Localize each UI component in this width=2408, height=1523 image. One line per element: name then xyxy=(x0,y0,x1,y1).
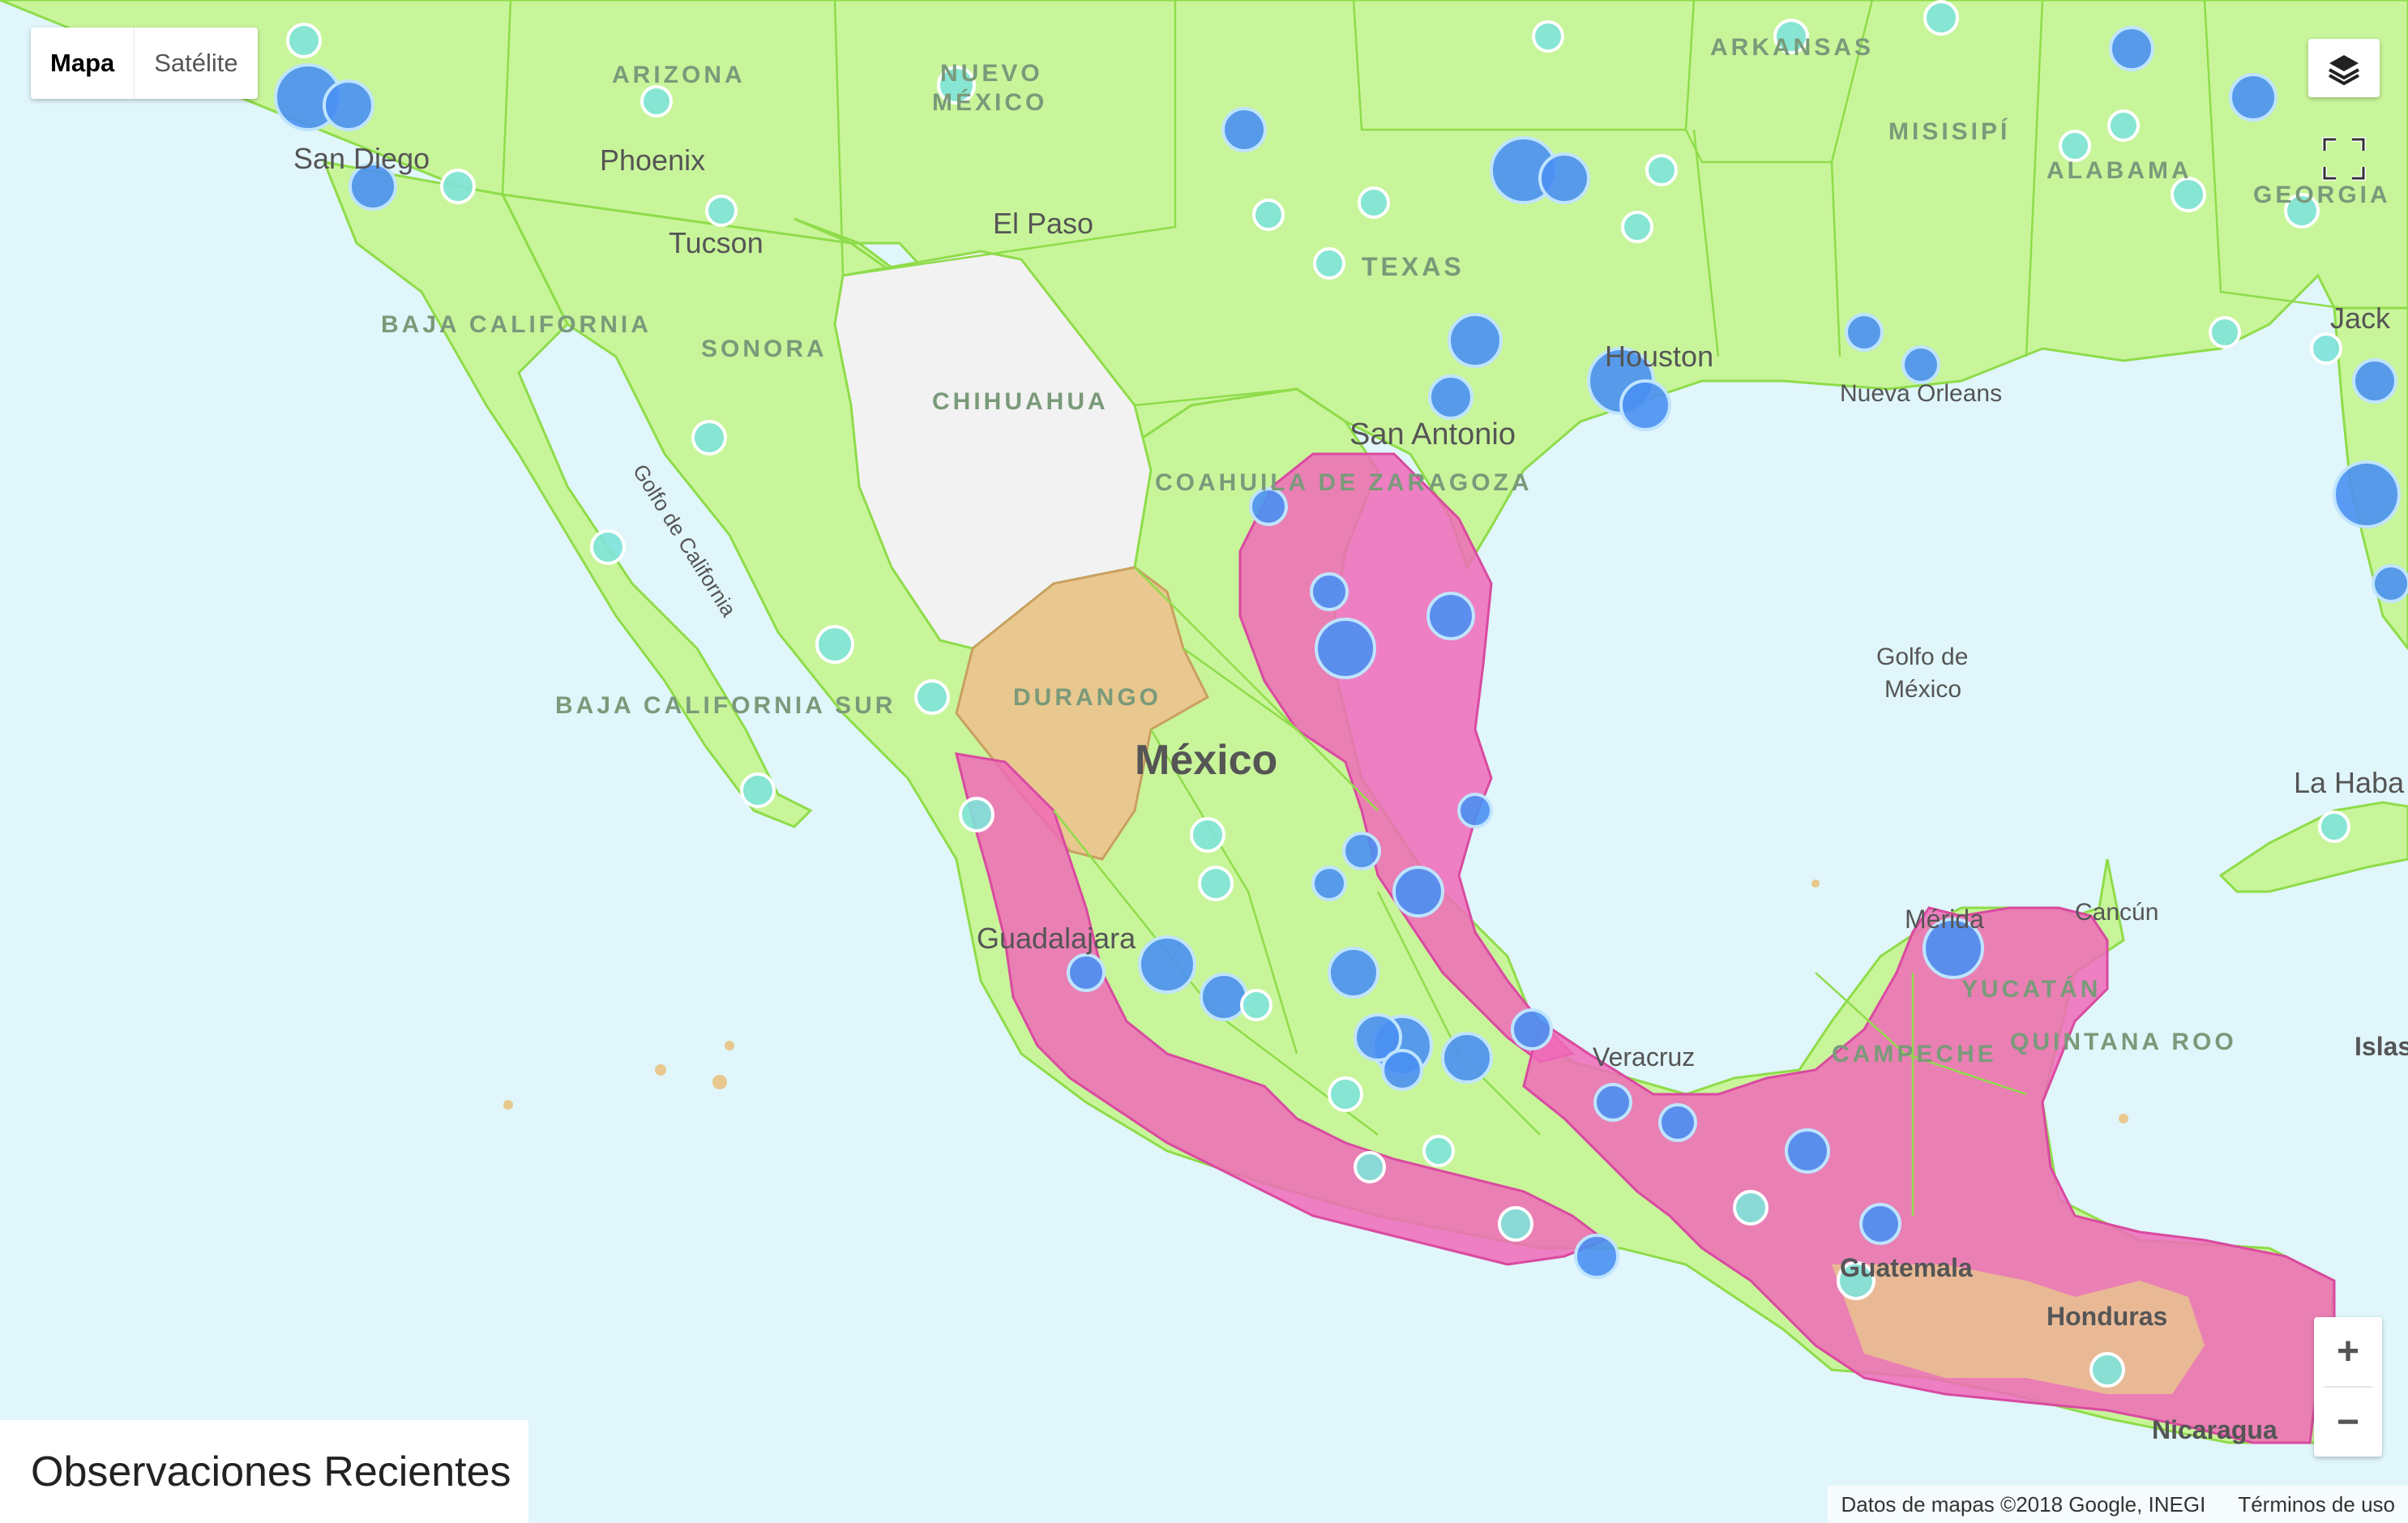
us-land xyxy=(0,0,2408,571)
label-la-habana: La Haba xyxy=(2294,766,2405,799)
map-data-attribution: Datos de mapas ©2018 Google, INEGI xyxy=(1841,1491,2206,1517)
state-labels: ARIZONA NUEVO MÉXICO ARKANSAS MISISIPÍ A… xyxy=(381,34,2391,1067)
map-type-control: Mapa Satélite xyxy=(31,28,258,99)
label-durango: DURANGO xyxy=(1013,684,1161,711)
map-type-satellite-button[interactable]: Satélite xyxy=(135,28,258,99)
label-quintana-roo: QUINTANA ROO xyxy=(2010,1029,2237,1055)
label-arkansas: ARKANSAS xyxy=(1710,34,1874,61)
label-coahuila: COAHUILA DE ZARAGOZA xyxy=(1155,469,1533,496)
label-nueva-orleans: Nueva Orleans xyxy=(1840,380,2002,407)
label-honduras: Honduras xyxy=(2047,1302,2167,1331)
label-bcs: BAJA CALIFORNIA SUR xyxy=(555,692,896,719)
zoom-separator xyxy=(2324,1386,2372,1388)
label-georgia: GEORGIA xyxy=(2253,182,2391,208)
label-nuevo-mexico: NUEVO xyxy=(940,60,1043,87)
borders xyxy=(501,0,2343,1216)
zoom-in-button[interactable]: + xyxy=(2336,1330,2360,1373)
terms-of-use-link[interactable]: Términos de uso xyxy=(2238,1491,2395,1517)
map-type-map-button[interactable]: Mapa xyxy=(31,28,135,99)
label-merida: Mérida xyxy=(1905,905,1984,934)
label-campeche: CAMPECHE xyxy=(1832,1041,1997,1067)
recent-observations-panel: Observaciones Recientes xyxy=(0,1420,528,1523)
label-tucson: Tucson xyxy=(669,226,763,259)
label-houston: Houston xyxy=(1605,340,1713,373)
label-veracruz: Veracruz xyxy=(1593,1042,1695,1072)
recent-observations-title: Observaciones Recientes xyxy=(31,1448,511,1495)
label-el-paso: El Paso xyxy=(993,207,1093,240)
label-san-antonio: San Antonio xyxy=(1349,417,1516,451)
observations-light[interactable] xyxy=(286,0,2350,1388)
label-misisipi: MISISIPÍ xyxy=(1888,118,2010,145)
label-texas: TEXAS xyxy=(1362,252,1465,281)
fullscreen-icon xyxy=(2322,137,2366,181)
zoom-control: + − xyxy=(2314,1317,2382,1457)
zoom-out-button[interactable]: − xyxy=(2336,1401,2360,1444)
label-nicaragua: Nicaragua xyxy=(2152,1415,2278,1444)
label-nuevo-mexico-2: MÉXICO xyxy=(932,88,1047,116)
label-sonora: SONORA xyxy=(701,336,828,362)
label-san-diego: San Diego xyxy=(293,142,430,175)
observations-dense[interactable] xyxy=(274,26,2408,1279)
layers-icon xyxy=(2329,55,2359,86)
label-phoenix: Phoenix xyxy=(600,143,705,177)
label-alabama: ALABAMA xyxy=(2047,157,2192,184)
label-guadalajara: Guadalajara xyxy=(977,922,1136,955)
layers-button[interactable] xyxy=(2308,39,2380,97)
cuba-land xyxy=(2218,801,2408,893)
label-golfo-mexico-2: México xyxy=(1884,676,1961,703)
label-jacksonville: Jack xyxy=(2330,302,2391,335)
label-baja-california: BAJA CALIFORNIA xyxy=(381,311,652,338)
label-islas: Islas xyxy=(2355,1032,2408,1061)
label-golfo-mexico: Golfo de xyxy=(1876,644,1968,670)
label-chihuahua: CHIHUAHUA xyxy=(932,388,1109,415)
baja-california-land xyxy=(322,160,813,828)
label-cancun: Cancún xyxy=(2075,899,2158,926)
label-yucatan: YUCATÁN xyxy=(1961,975,2101,1003)
label-guatemala: Guatemala xyxy=(1840,1253,1973,1282)
map-attribution: Datos de mapas ©2018 Google, INEGI Térmi… xyxy=(1828,1486,2408,1523)
fullscreen-button[interactable] xyxy=(2308,130,2380,188)
label-arizona: ARIZONA xyxy=(612,62,746,88)
label-mexico: México xyxy=(1135,737,1277,784)
